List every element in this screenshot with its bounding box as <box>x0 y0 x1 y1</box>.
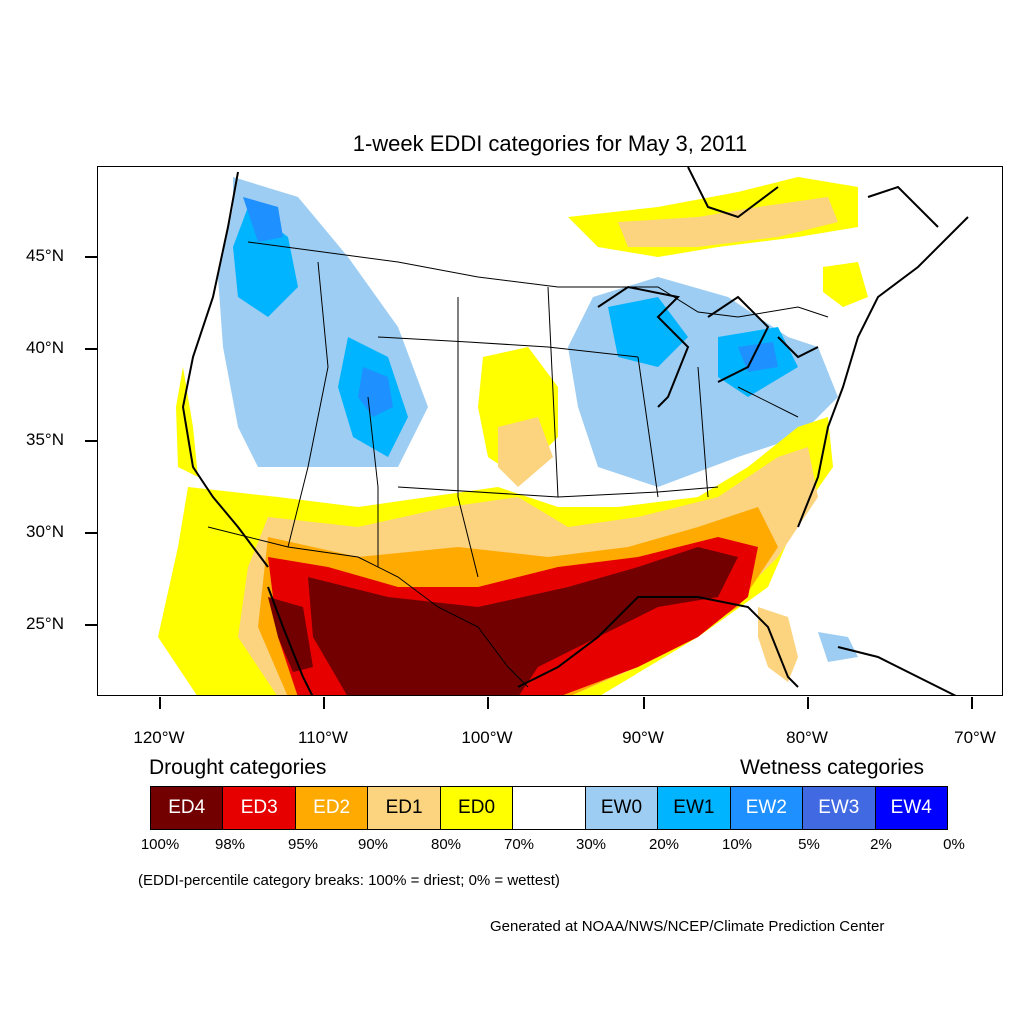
wetness-heading: Wetness categories <box>740 756 925 779</box>
drought-heading: Drought categories <box>149 756 327 779</box>
dry-region-west-coast <box>176 367 198 477</box>
legend-label-ew1: EW1 <box>673 797 715 818</box>
break-label: 95% <box>287 836 319 853</box>
lon-label-120w: 120°W <box>133 728 185 747</box>
break-label: 100% <box>140 836 180 853</box>
credit-line: Generated at NOAA/NWS/NCEP/Climate Predi… <box>490 918 885 935</box>
dry-region-ed4 <box>308 547 738 695</box>
legend-label-ew4: EW4 <box>890 797 932 818</box>
map-title: 1-week EDDI categories for May 3, 2011 <box>352 131 748 156</box>
lat-label-35n: 35°N <box>26 430 64 449</box>
legend-box-ew3: EW3 <box>803 787 876 829</box>
legend-box-ew2: EW2 <box>730 787 804 829</box>
lat-tick <box>85 624 97 626</box>
lat-tick <box>85 348 97 350</box>
lat-tick <box>85 440 97 442</box>
legend-label-ew3: EW3 <box>818 797 860 818</box>
legend-box-ed1: ED1 <box>368 787 441 829</box>
coastline-cuba <box>837 646 957 695</box>
state-border <box>397 486 719 498</box>
legend-label-ew0: EW0 <box>600 797 643 818</box>
lat-tick <box>85 256 97 258</box>
lon-tick <box>159 697 161 709</box>
break-label: 10% <box>721 836 753 853</box>
legend-box-ew0: EW0 <box>585 787 659 829</box>
lon-label-110w: 110°W <box>298 728 348 747</box>
lon-tick <box>971 697 973 709</box>
break-label: 70% <box>503 836 535 853</box>
legend-label-ed3: ED3 <box>240 797 278 818</box>
wet-region-wyoming-core <box>358 367 393 417</box>
state-border <box>697 366 709 498</box>
dry-region-canada-ed1 <box>618 197 838 247</box>
wet-region-michigan <box>608 297 688 367</box>
lon-label-70w: 70°W <box>954 728 996 747</box>
state-border <box>367 396 379 567</box>
wet-region-washington <box>243 197 283 242</box>
lon-tick <box>487 697 489 709</box>
coastline-great-lakes <box>597 285 819 408</box>
dry-region-kansas-ed1 <box>498 417 553 487</box>
coastline-gulf <box>517 596 799 688</box>
coastline-baja <box>267 586 314 695</box>
lat-tick <box>85 532 97 534</box>
border-us-mexico <box>207 526 529 688</box>
wet-region-lake-erie <box>738 342 778 372</box>
lon-label-100w: 100°W <box>461 728 513 747</box>
lon-label-90w: 90°W <box>622 728 664 747</box>
break-label: 80% <box>430 836 462 853</box>
state-border <box>547 286 559 498</box>
lon-label-80w: 80°W <box>786 728 828 747</box>
lat-label-40n: 40°N <box>26 338 64 357</box>
coastline-east <box>797 216 969 528</box>
eddi-map <box>158 167 969 695</box>
state-border <box>457 297 479 578</box>
state-border <box>737 386 799 418</box>
dry-region-florida <box>758 607 798 682</box>
break-label: 20% <box>648 836 680 853</box>
legend-box-ed3: ED3 <box>223 787 296 829</box>
coastline-canada-north <box>687 167 939 228</box>
legend-box-ed4: ED4 <box>151 787 224 829</box>
category-note: (EDDI-percentile category breaks: 100% =… <box>138 872 560 889</box>
lon-tick <box>807 697 809 709</box>
lat-label-45n: 45°N <box>26 246 64 265</box>
coastline-west <box>181 171 269 568</box>
break-label: 0% <box>943 836 965 853</box>
legend-color-bar: ED4 ED3 ED2 ED1 ED0 EW0 EW1 EW2 EW3 EW4 <box>150 786 948 830</box>
lon-tick <box>323 697 325 709</box>
break-label: 98% <box>214 836 246 853</box>
legend-label-ew2: EW2 <box>745 797 787 818</box>
legend-box-neutral <box>513 787 586 829</box>
state-border <box>637 356 659 498</box>
map-panel <box>97 166 1003 696</box>
legend-box-ed0: ED0 <box>440 787 514 829</box>
break-label: 2% <box>870 836 892 853</box>
legend-box-ed2: ED2 <box>295 787 369 829</box>
state-border <box>287 261 329 548</box>
legend-box-ew1: EW1 <box>658 787 731 829</box>
lat-label-30n: 30°N <box>26 522 64 541</box>
break-label: 30% <box>575 836 607 853</box>
legend-label-ed1: ED1 <box>385 797 423 818</box>
break-label: 5% <box>798 836 820 853</box>
state-border <box>377 336 639 358</box>
legend-label-ed0: ED0 <box>458 797 496 818</box>
lon-tick <box>643 697 645 709</box>
lat-label-25n: 25°N <box>26 614 64 633</box>
legend-box-ew4: EW4 <box>875 787 947 829</box>
break-label: 90% <box>357 836 389 853</box>
legend-label-ed4: ED4 <box>168 797 206 818</box>
legend-label-ed2: ED2 <box>313 797 351 818</box>
border-us-canada <box>247 241 829 318</box>
dry-region-new-england <box>823 262 868 307</box>
